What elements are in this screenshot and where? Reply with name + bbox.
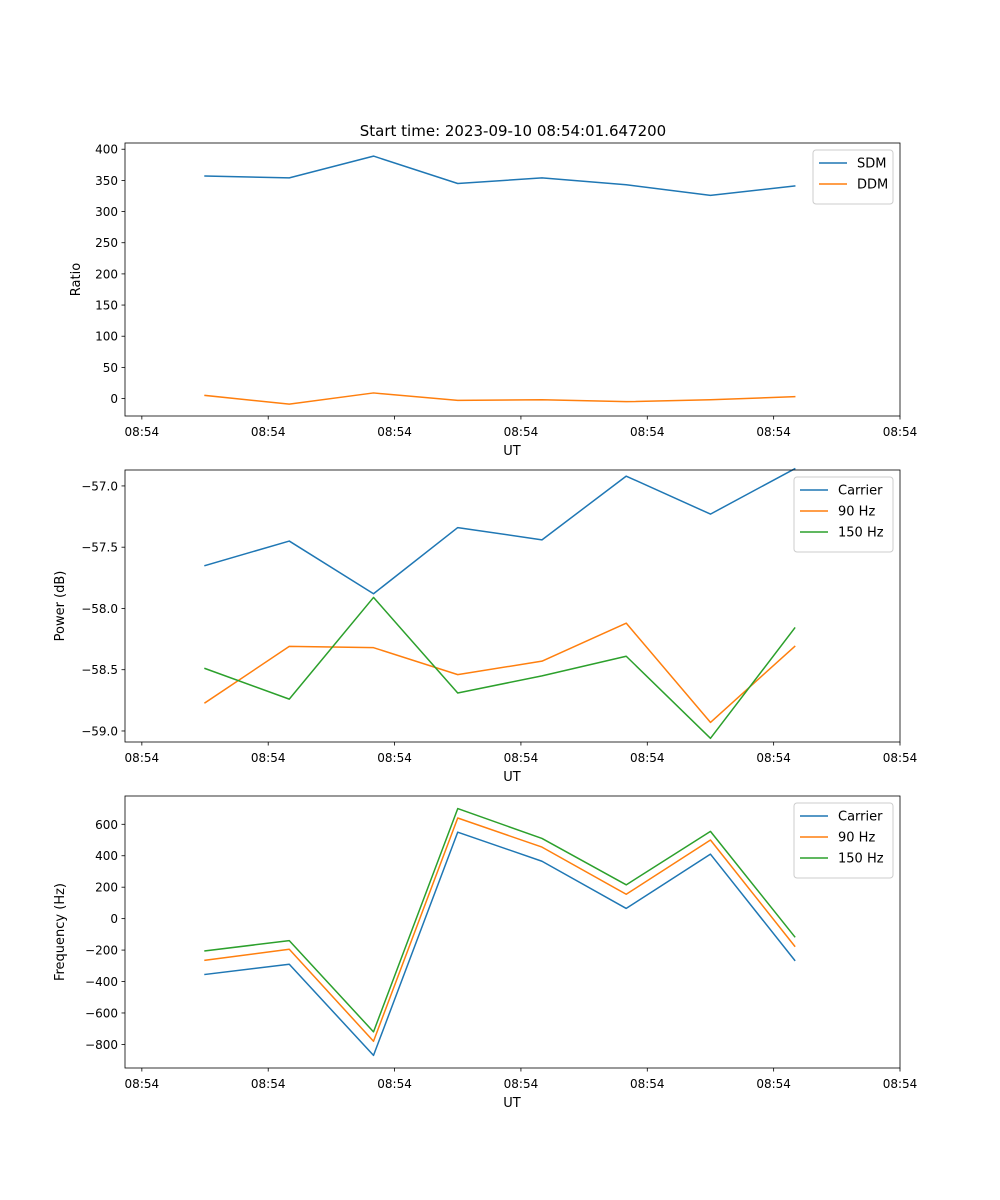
- y-tick-label: 400: [95, 143, 118, 157]
- x-axis-label: UT: [503, 444, 521, 459]
- x-tick-label: 08:54: [883, 425, 918, 439]
- y-axis-label: Power (dB): [53, 571, 68, 642]
- power-panel: 08:54 08:54 08:54 08:54 08:54 08:54 08:54 −59.0…: [53, 467, 918, 785]
- series-line-90-hz: [204, 817, 796, 1043]
- y-tick-label: −400: [85, 975, 118, 989]
- y-tick-label: −600: [85, 1006, 118, 1020]
- y-tick-label: 350: [95, 174, 118, 188]
- legend-label-150-hz: 150 Hz: [838, 852, 884, 867]
- x-tick-label: 08:54: [756, 425, 791, 439]
- legend-box: [793, 802, 894, 879]
- series-line-150-hz: [204, 807, 796, 1033]
- x-tick-label: 08:54: [630, 1077, 665, 1091]
- x-tick-label: 08:54: [377, 751, 412, 765]
- axes-frame: [124, 469, 901, 743]
- axes-frame: [124, 795, 901, 1069]
- figure-title: Start time: 2023-09-10 08:54:01.647200: [360, 122, 666, 140]
- x-tick-label: 08:54: [504, 1077, 539, 1091]
- ratio-panel: 08:54 08:54 08:54 08:54 08:54 08:54 08:54 0 50 10…: [69, 142, 918, 459]
- series-line-carrier: [204, 467, 796, 595]
- x-tick-label: 08:54: [125, 425, 160, 439]
- legend-label-ddm: DDM: [857, 178, 888, 193]
- y-tick-label: 100: [95, 330, 118, 344]
- legend-label-150-hz: 150 Hz: [838, 526, 884, 541]
- series-line-90-hz: [203, 622, 796, 724]
- x-tick-label: 08:54: [125, 1077, 160, 1091]
- x-tick-label: 08:54: [377, 425, 412, 439]
- y-tick-label: 50: [103, 361, 118, 375]
- axes-frame: [124, 142, 901, 417]
- legend-label-90-hz: 90 Hz: [838, 505, 875, 520]
- y-tick-label: 600: [95, 818, 118, 832]
- x-tick-label: 08:54: [504, 751, 539, 765]
- y-tick-label: −200: [85, 944, 118, 958]
- y-tick-label: 0: [110, 912, 118, 926]
- x-tick-label: 08:54: [630, 751, 665, 765]
- y-tick-label: −57.0: [81, 479, 118, 493]
- legend-label-90-hz: 90 Hz: [838, 831, 875, 846]
- y-tick-label: 300: [95, 205, 118, 219]
- series-line-sdm: [204, 155, 796, 197]
- series-line-ddm: [204, 392, 796, 405]
- series-line-carrier: [204, 831, 796, 1057]
- x-tick-label: 08:54: [125, 751, 160, 765]
- frequency-panel: 08:54 08:54 08:54 08:54 08:54 08:54 08:54 −800 −…: [53, 795, 918, 1111]
- x-axis-label: UT: [503, 770, 521, 785]
- legend-label-carrier: Carrier: [838, 484, 883, 499]
- y-tick-label: 200: [95, 267, 118, 281]
- y-tick-label: 250: [95, 236, 118, 250]
- x-tick-label: 08:54: [630, 425, 665, 439]
- y-tick-label: −58.5: [81, 663, 118, 677]
- y-tick-label: 200: [95, 881, 118, 895]
- x-axis-label: UT: [503, 1096, 521, 1111]
- y-tick-label: 400: [95, 849, 118, 863]
- x-tick-label: 08:54: [251, 751, 286, 765]
- y-tick-label: −58.0: [81, 602, 118, 616]
- y-tick-label: −59.0: [81, 724, 118, 738]
- y-axis-label: Frequency (Hz): [53, 883, 68, 981]
- x-tick-label: 08:54: [377, 1077, 412, 1091]
- y-tick-label: −800: [85, 1038, 118, 1052]
- x-tick-label: 08:54: [883, 1077, 918, 1091]
- legend-label-carrier: Carrier: [838, 810, 883, 825]
- y-axis-label: Ratio: [69, 263, 84, 296]
- legend-label-sdm: SDM: [857, 157, 886, 172]
- x-tick-label: 08:54: [251, 1077, 286, 1091]
- legend: Carrier 90 Hz 150 Hz: [793, 476, 894, 553]
- x-tick-label: 08:54: [251, 425, 286, 439]
- y-tick-label: 150: [95, 299, 118, 313]
- legend-box: [793, 476, 894, 553]
- series-line-150-hz: [204, 596, 796, 740]
- x-tick-label: 08:54: [756, 751, 791, 765]
- x-tick-label: 08:54: [756, 1077, 791, 1091]
- y-tick-label: −57.5: [81, 541, 118, 555]
- x-tick-label: 08:54: [883, 751, 918, 765]
- legend: SDM DDM: [812, 149, 894, 205]
- legend: Carrier 90 Hz 150 Hz: [793, 802, 894, 879]
- y-tick-label: 0: [110, 392, 118, 406]
- x-tick-label: 08:54: [504, 425, 539, 439]
